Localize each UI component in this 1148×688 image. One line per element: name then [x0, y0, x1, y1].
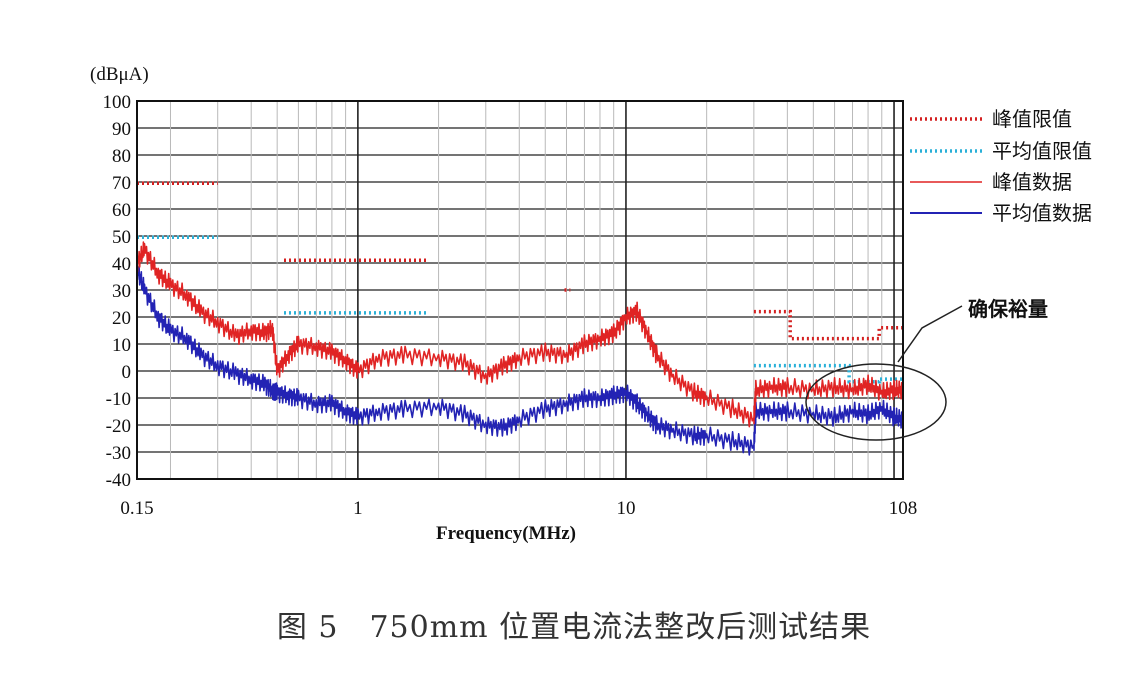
- y-tick-label: -40: [106, 470, 131, 491]
- legend-label-peak-limit: 峰值限值: [992, 107, 1072, 131]
- data-lines: [136, 241, 904, 456]
- annotation-text: 确保裕量: [968, 297, 1048, 321]
- x-tick-label: 0.15: [120, 498, 153, 519]
- margin-annotation: 确保裕量: [805, 297, 1048, 441]
- avg-data-line: [136, 262, 904, 456]
- x-tick-label: 10: [616, 498, 635, 519]
- y-tick-label: 80: [112, 146, 131, 167]
- y-axis-label: (dBμA): [90, 64, 149, 85]
- y-tick-label: 50: [112, 227, 131, 248]
- y-tick-label: -20: [106, 416, 131, 437]
- y-tick-label: 90: [112, 119, 131, 140]
- legend-label-peak-data: 峰值数据: [992, 170, 1072, 194]
- y-tick-label: 30: [112, 281, 131, 302]
- y-tick-label: -30: [106, 443, 131, 464]
- y-tick-label: -10: [106, 389, 131, 410]
- figure-caption: 图 5 750mm 位置电流法整改后测试结果: [276, 610, 872, 645]
- x-tick-label: 1: [353, 498, 363, 519]
- legend: 峰值限值 平均值限值 峰值数据 平均值数据: [910, 107, 1092, 225]
- y-tick-label: 40: [112, 254, 131, 275]
- peak-limit-line: [753, 309, 903, 341]
- annotation-ellipse: [805, 363, 947, 441]
- y-tick-label: 20: [112, 308, 131, 329]
- y-tick-label: 0: [122, 362, 132, 383]
- y-tick-label: 60: [112, 200, 131, 221]
- y-tick-label: 10: [112, 335, 131, 356]
- peak-data-line: [136, 241, 904, 428]
- y-tick-label: 70: [112, 173, 131, 194]
- y-tick-label: 100: [103, 92, 132, 113]
- x-axis-label: Frequency(MHz): [436, 523, 576, 544]
- annotation-leader-line: [897, 305, 963, 363]
- legend-label-avg-limit: 平均值限值: [992, 139, 1092, 163]
- legend-label-avg-data: 平均值数据: [992, 201, 1092, 225]
- plot-frame: [136, 100, 904, 480]
- x-tick-label: 108: [889, 498, 918, 519]
- x-axis-ticks: 0.15 1 10 108: [120, 498, 917, 519]
